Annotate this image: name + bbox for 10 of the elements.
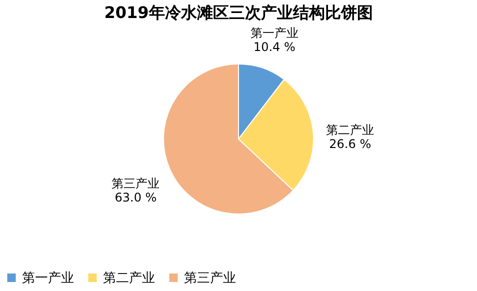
slice-label: 第三产业 [112, 176, 160, 190]
slice-label: 第一产业 [250, 26, 298, 40]
data-label: 26.6 % [329, 136, 372, 151]
legend-label: 第三产业 [184, 270, 236, 286]
data-label: 63.0 % [114, 190, 157, 204]
legend-label: 第一产业 [22, 270, 74, 286]
slice-label: 第二产业 [326, 122, 374, 137]
legend-label: 第二产业 [103, 270, 155, 286]
chart-title: 2019年冷水滩区三次产业结构比饼图 [104, 3, 373, 22]
data-label: 10.4 % [253, 40, 296, 54]
